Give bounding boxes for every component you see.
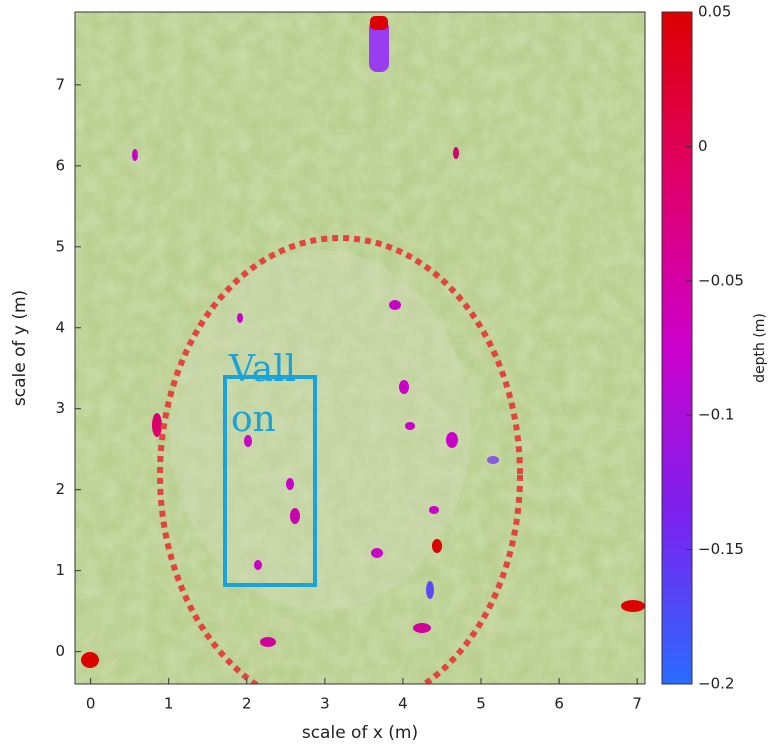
depth-spot <box>371 548 383 558</box>
depth-spot <box>260 637 276 647</box>
annotation: on <box>231 399 276 440</box>
y-tick-label: 0 <box>55 642 65 660</box>
x-tick-label: 0 <box>86 695 96 713</box>
region-ellipse <box>157 235 523 684</box>
region-box <box>223 375 317 587</box>
depth-spot <box>389 300 401 310</box>
depth-spot <box>426 581 434 599</box>
plot-frame <box>74 11 646 685</box>
y-tick-label: 5 <box>55 237 65 255</box>
colorbar <box>661 11 693 685</box>
x-tick-label: 5 <box>476 695 486 713</box>
depth-spot <box>453 147 459 159</box>
depth-spot <box>81 652 99 668</box>
x-tick-label: 4 <box>398 695 408 713</box>
depth-spot <box>237 313 243 323</box>
depth-spot <box>413 623 431 633</box>
depth-spot <box>432 539 442 553</box>
colorbar-tick-label: −0.2 <box>698 675 734 693</box>
depth-spot <box>399 380 409 394</box>
y-tick-label: 6 <box>55 156 65 174</box>
colorbar-label: depth (m) <box>752 313 768 383</box>
y-axis-label: scale of y (m) <box>10 290 30 406</box>
y-tick-label: 1 <box>55 561 65 579</box>
depth-spot <box>132 149 138 161</box>
bare-patch <box>170 250 470 610</box>
x-tick-label: 3 <box>320 695 330 713</box>
colorbar-tick-label: −0.1 <box>698 406 734 424</box>
x-tick-label: 2 <box>242 695 252 713</box>
y-tick-label: 3 <box>55 399 65 417</box>
x-tick-label: 6 <box>554 695 564 713</box>
x-axis-label: scale of x (m) <box>302 723 418 743</box>
colorbar-tick-label: −0.05 <box>698 271 744 289</box>
y-tick-label: 4 <box>55 318 65 336</box>
depth-spot <box>370 16 388 30</box>
depth-spot <box>290 508 300 524</box>
colorbar-tick-label: 0 <box>698 137 708 155</box>
colorbar-tick-label: −0.15 <box>698 540 744 558</box>
depth-spot <box>621 600 645 612</box>
aerial-image <box>75 12 645 684</box>
colorbar-tick-label: 0.05 <box>698 3 731 21</box>
x-tick-label: 1 <box>164 695 174 713</box>
depth-spot <box>152 413 162 437</box>
annotation: Vall <box>228 349 296 390</box>
image-texture <box>75 12 645 684</box>
depth-spot <box>487 456 499 464</box>
depth-spot <box>446 432 458 448</box>
depth-spot <box>254 560 262 570</box>
depth-spot <box>244 435 252 447</box>
y-tick-label: 2 <box>55 480 65 498</box>
x-tick-label: 7 <box>632 695 642 713</box>
depth-spot <box>369 20 389 72</box>
y-tick-label: 7 <box>55 75 65 93</box>
depth-spot <box>429 506 439 514</box>
depth-spot <box>405 422 415 430</box>
depth-spot <box>286 478 294 490</box>
depth-spots <box>81 16 645 668</box>
